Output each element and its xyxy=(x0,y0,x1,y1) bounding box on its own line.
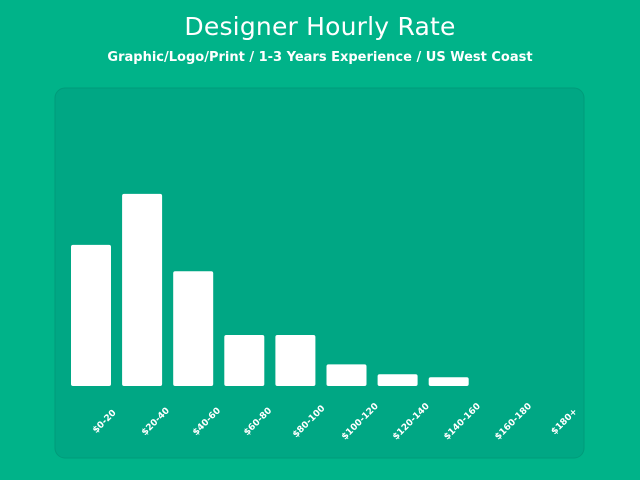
bar-4 xyxy=(275,335,316,386)
bar-2 xyxy=(173,271,214,386)
bar-5 xyxy=(326,364,367,386)
chart-title: Designer Hourly Rate xyxy=(184,12,456,41)
bar-6 xyxy=(377,374,418,386)
bar-0 xyxy=(71,244,111,386)
bar-7 xyxy=(428,377,469,386)
bars-group xyxy=(71,193,469,386)
bar-1 xyxy=(122,193,163,386)
chart-subtitle: Graphic/Logo/Print / 1-3 Years Experienc… xyxy=(107,50,533,65)
bar-3 xyxy=(224,335,265,386)
